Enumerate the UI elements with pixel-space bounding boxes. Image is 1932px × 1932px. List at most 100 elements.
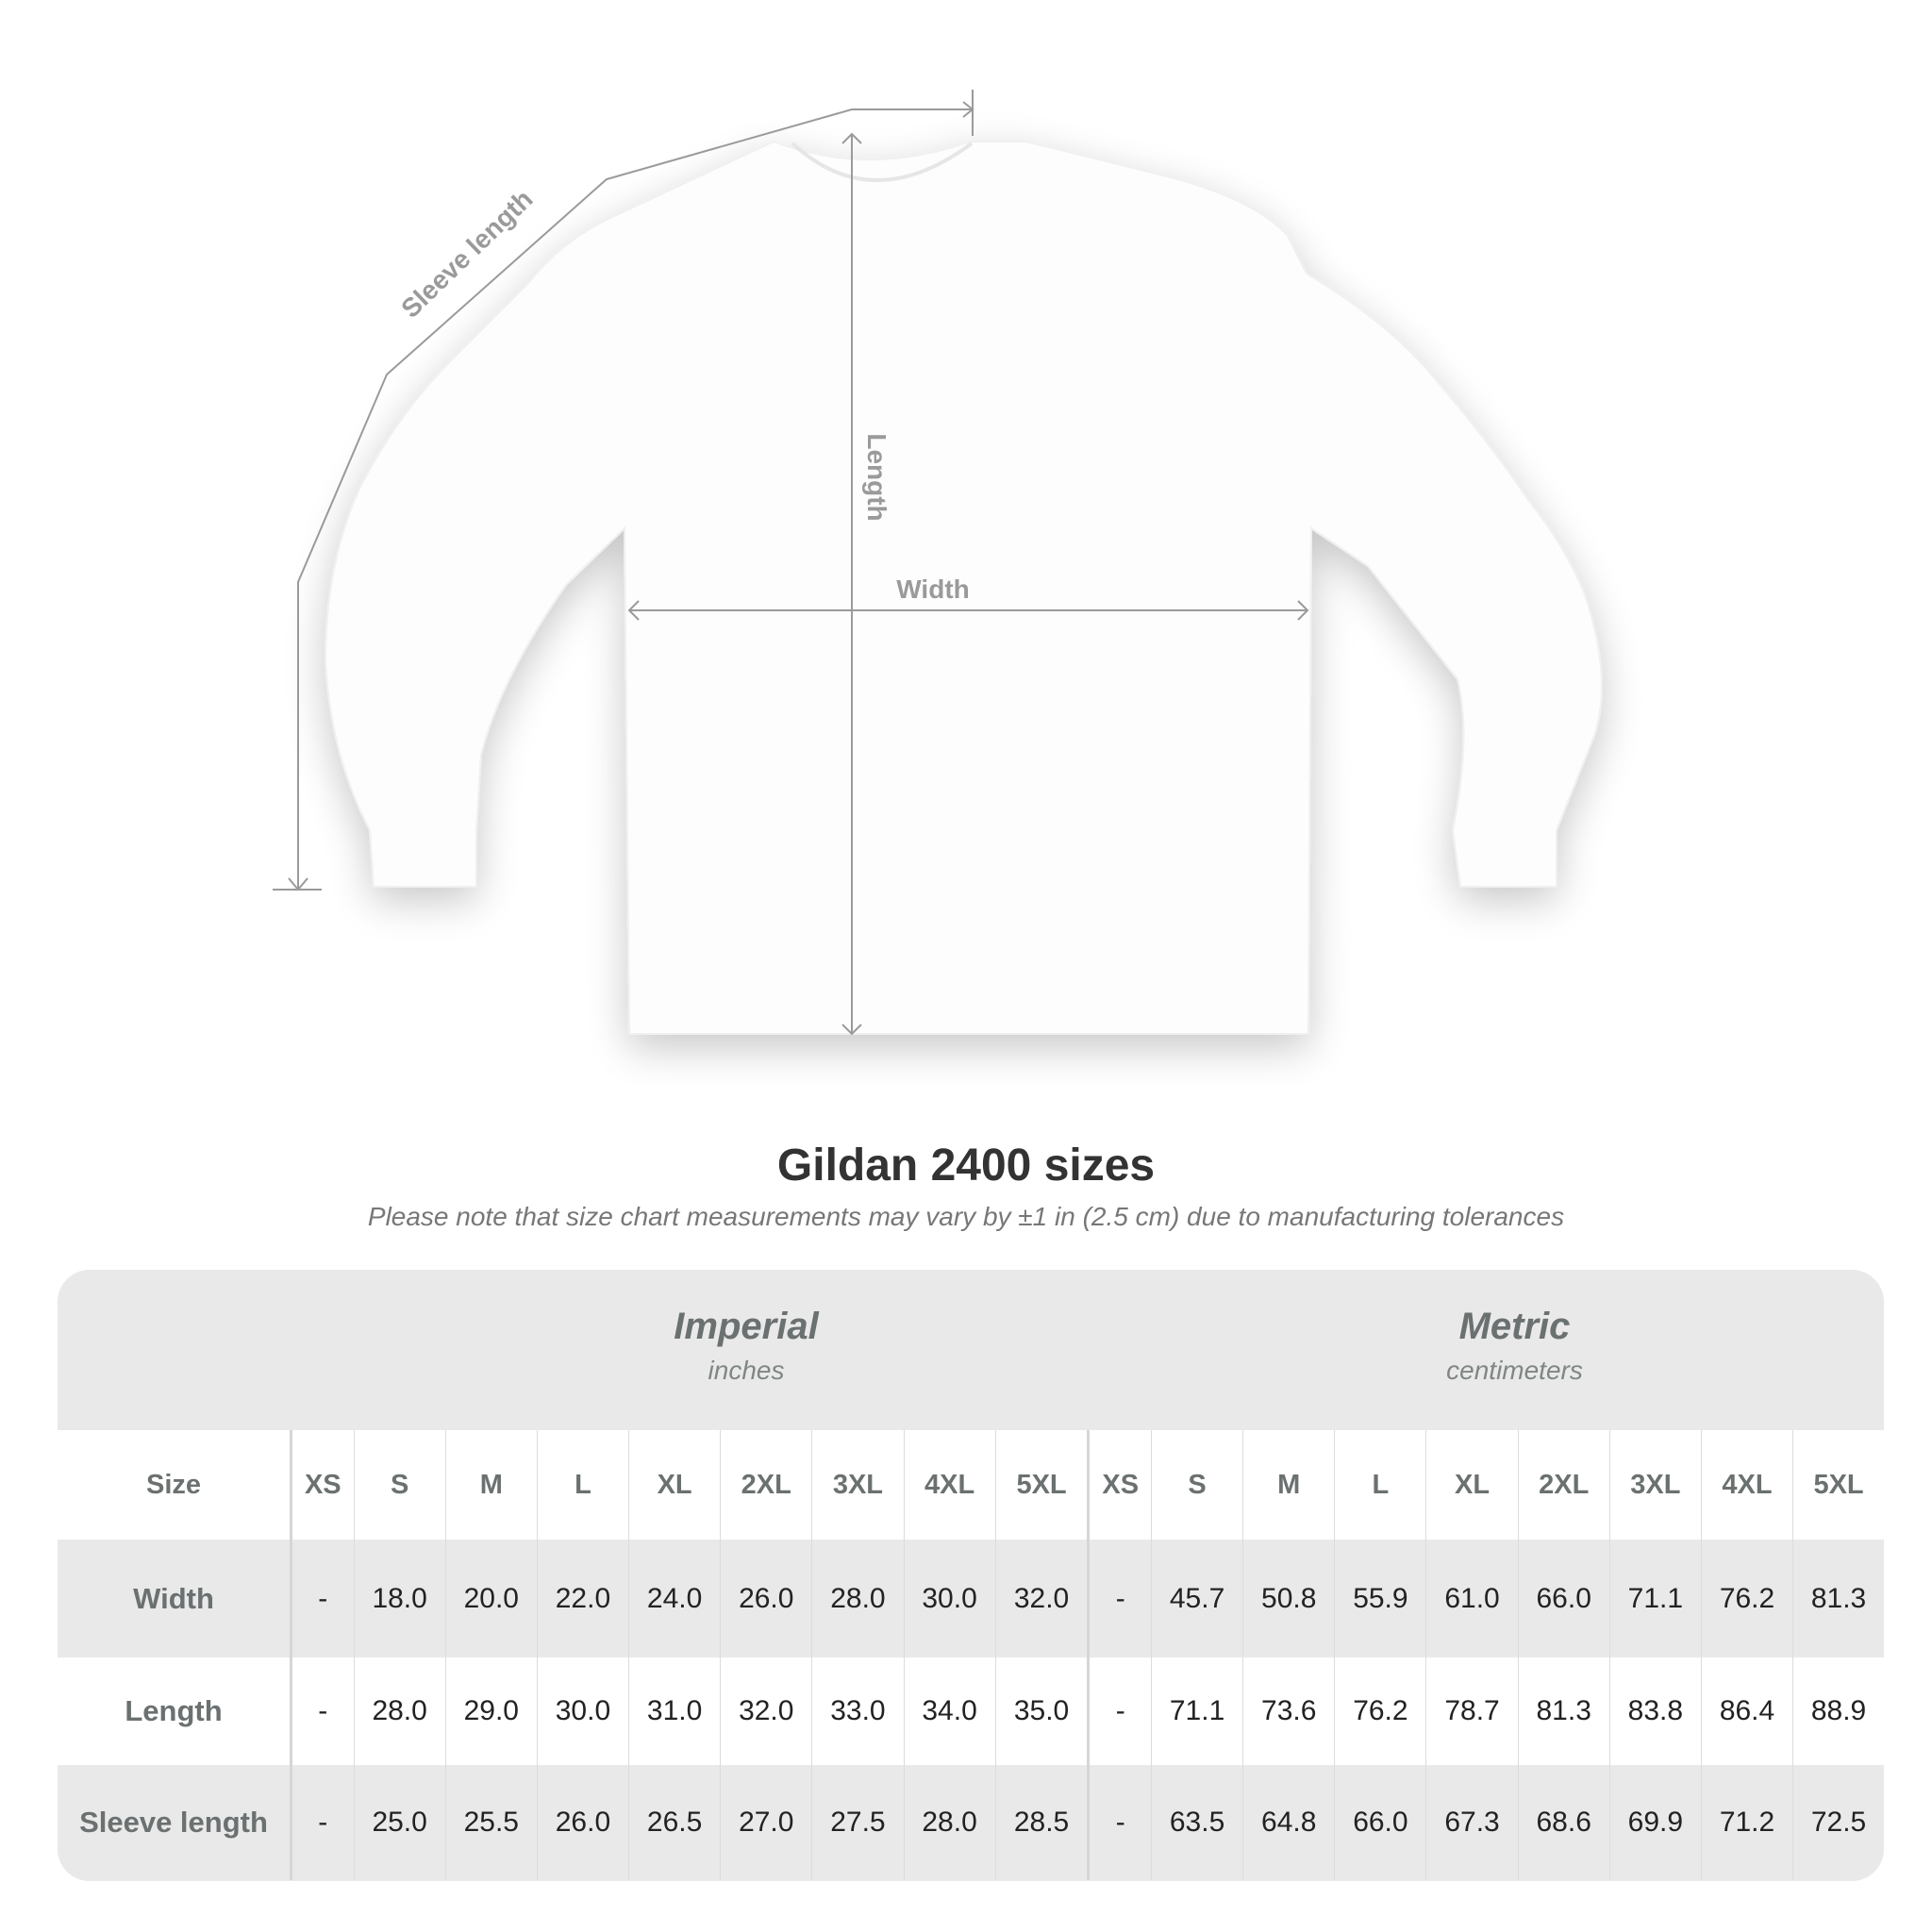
imperial-value-cell: 26.5 (628, 1765, 721, 1880)
imperial-title: Imperial (674, 1306, 819, 1347)
imperial-size-header: 3XL (811, 1430, 904, 1540)
imperial-size-header: L (536, 1430, 629, 1540)
metric-value-cell: 81.3 (1517, 1657, 1610, 1765)
imperial-value-cell: 20.0 (444, 1540, 538, 1657)
imperial-value-cell: 34.0 (903, 1657, 996, 1765)
imperial-value-cell: 26.0 (536, 1765, 629, 1880)
metric-value-cell: - (1087, 1540, 1152, 1657)
imperial-group-header: Imperial inches (347, 1270, 1145, 1430)
metric-value-cell: 66.0 (1334, 1765, 1426, 1880)
imperial-value-cell: 26.0 (720, 1540, 812, 1657)
metric-unit: centimeters (1446, 1356, 1583, 1385)
metric-value-cell: 88.9 (1792, 1657, 1884, 1765)
size-table: Imperial inches Metric centimeters Size X… (58, 1270, 1884, 1881)
imperial-value-cell: 18.0 (353, 1540, 446, 1657)
shirt-measurement-diagram: Sleeve length Length Width (273, 90, 1603, 1036)
imperial-value-cell: 32.0 (720, 1657, 812, 1765)
metric-size-header: 5XL (1792, 1430, 1884, 1540)
length-label: Length (862, 433, 891, 521)
table-row: Sleeve length -25.0 25.5 26.0 26.5 27.0 27.5 28… (58, 1765, 1884, 1880)
imperial-value-cell: 25.5 (444, 1765, 538, 1880)
imperial-value-cell: - (291, 1765, 355, 1880)
metric-value-cell: 50.8 (1242, 1540, 1335, 1657)
imperial-value-cell: 33.0 (811, 1657, 904, 1765)
metric-size-header: S (1150, 1430, 1243, 1540)
metric-value-cell: 64.8 (1242, 1765, 1335, 1880)
imperial-unit: inches (708, 1356, 785, 1385)
metric-value-cell: 72.5 (1792, 1765, 1884, 1880)
metric-value-cell: 76.2 (1700, 1540, 1793, 1657)
imperial-size-header: S (353, 1430, 446, 1540)
size-header: Size (58, 1430, 292, 1540)
imperial-size-header: 4XL (903, 1430, 996, 1540)
metric-value-cell: 69.9 (1608, 1765, 1702, 1880)
size-grid-body: Size XS S M L XL 2XL 3XL 4XL 5XL XS S M L XL 2XL 3XL 4XL 5… (58, 1430, 1884, 1880)
metric-size-header: 2XL (1517, 1430, 1610, 1540)
metric-size-header: XL (1425, 1430, 1519, 1540)
metric-value-cell: - (1087, 1765, 1152, 1880)
imperial-value-cell: 24.0 (628, 1540, 721, 1657)
imperial-value-cell: - (291, 1540, 355, 1657)
imperial-size-header: 2XL (720, 1430, 812, 1540)
row-label: Sleeve length (58, 1765, 292, 1880)
imperial-value-cell: 27.5 (811, 1765, 904, 1880)
size-grid: Size XS S M L XL 2XL 3XL 4XL 5XL XS S M L XL 2XL 3XL 4XL 5… (58, 1430, 1884, 1880)
metric-value-cell: 66.0 (1517, 1540, 1610, 1657)
width-right-arrowhead (1297, 600, 1309, 621)
imperial-value-cell: 29.0 (444, 1657, 538, 1765)
imperial-value-cell: 35.0 (994, 1657, 1089, 1765)
metric-size-header: L (1334, 1430, 1426, 1540)
metric-value-cell: 61.0 (1425, 1540, 1519, 1657)
imperial-value-cell: 31.0 (628, 1657, 721, 1765)
imperial-size-header: XS (291, 1430, 355, 1540)
metric-value-cell: 45.7 (1150, 1540, 1243, 1657)
metric-value-cell: 71.1 (1608, 1540, 1702, 1657)
metric-size-header: XS (1087, 1430, 1152, 1540)
imperial-value-cell: 25.0 (353, 1765, 446, 1880)
width-left-arrowhead (627, 600, 640, 621)
imperial-value-cell: 28.5 (994, 1765, 1089, 1880)
tolerance-note: Please note that size chart measurements… (367, 1202, 1565, 1231)
metric-value-cell: 81.3 (1792, 1540, 1884, 1657)
metric-title: Metric (1458, 1306, 1571, 1347)
metric-value-cell: 55.9 (1334, 1540, 1426, 1657)
imperial-value-cell: 30.0 (903, 1540, 996, 1657)
metric-value-cell: 83.8 (1608, 1657, 1702, 1765)
shirt-collar (791, 142, 974, 182)
imperial-size-header: XL (628, 1430, 721, 1540)
table-row: Length -28.0 29.0 30.0 31.0 32.0 33.0 34.0 35.0-… (58, 1657, 1884, 1765)
imperial-value-cell: 30.0 (536, 1657, 629, 1765)
imperial-value-cell: 28.0 (903, 1765, 996, 1880)
width-label: Width (896, 575, 970, 604)
table-header-row: Size XS S M L XL 2XL 3XL 4XL 5XL XS S M L XL 2XL 3XL 4XL 5… (58, 1430, 1884, 1540)
metric-group-header: Metric centimeters (1145, 1270, 1884, 1430)
metric-size-header: 4XL (1700, 1430, 1793, 1540)
row-label: Width (58, 1540, 292, 1657)
metric-value-cell: 67.3 (1425, 1765, 1519, 1880)
metric-value-cell: 78.7 (1425, 1657, 1519, 1765)
metric-value-cell: 71.1 (1150, 1657, 1243, 1765)
imperial-size-header: M (444, 1430, 538, 1540)
metric-value-cell: 71.2 (1700, 1765, 1793, 1880)
imperial-size-header: 5XL (994, 1430, 1089, 1540)
imperial-value-cell: 32.0 (994, 1540, 1089, 1657)
metric-value-cell: 63.5 (1150, 1765, 1243, 1880)
row-label: Length (58, 1657, 292, 1765)
imperial-value-cell: 27.0 (720, 1765, 812, 1880)
measurement-lines (273, 90, 1309, 1036)
imperial-value-cell: 28.0 (353, 1657, 446, 1765)
page-title: Gildan 2400 sizes (776, 1141, 1156, 1191)
metric-size-header: 3XL (1608, 1430, 1702, 1540)
length-bottom-arrowhead (841, 1024, 862, 1036)
length-top-arrowhead (841, 132, 862, 144)
imperial-value-cell: 22.0 (536, 1540, 629, 1657)
sleeve-length-line (297, 108, 973, 890)
long-sleeve-shirt-image (324, 140, 1603, 1035)
metric-value-cell: 76.2 (1334, 1657, 1426, 1765)
metric-value-cell: 73.6 (1242, 1657, 1335, 1765)
metric-value-cell: 86.4 (1700, 1657, 1793, 1765)
sleeve-start-arrowhead (962, 101, 974, 118)
table-row: Width -18.0 20.0 22.0 24.0 26.0 28.0 30.0 32.0-4… (58, 1540, 1884, 1657)
metric-value-cell: - (1087, 1657, 1152, 1765)
sleeve-end-arrowhead (288, 877, 308, 891)
